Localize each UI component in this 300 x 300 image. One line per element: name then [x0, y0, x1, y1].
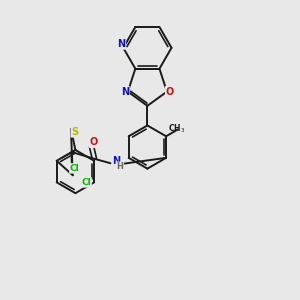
- Text: N: N: [121, 87, 129, 97]
- Text: S: S: [71, 127, 78, 137]
- Text: N: N: [112, 156, 120, 166]
- Text: H: H: [116, 162, 123, 171]
- Text: Cl: Cl: [70, 164, 80, 173]
- Text: N: N: [117, 39, 125, 49]
- Text: O: O: [166, 87, 174, 97]
- Text: O: O: [89, 137, 98, 147]
- Text: CH$_3$: CH$_3$: [169, 122, 186, 135]
- Text: Cl: Cl: [81, 178, 91, 187]
